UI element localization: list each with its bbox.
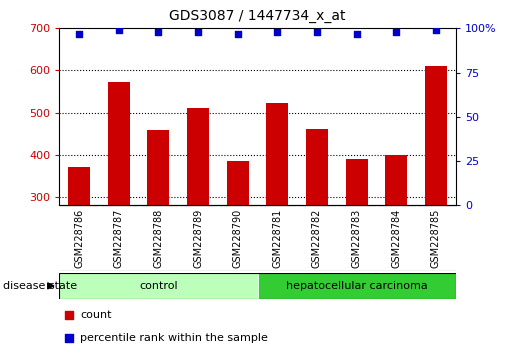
Bar — [147, 130, 169, 205]
Bar — [385, 155, 407, 205]
Bar — [68, 167, 90, 205]
Text: GSM228789: GSM228789 — [193, 209, 203, 268]
Bar — [346, 159, 368, 205]
Bar — [425, 66, 447, 205]
Bar — [227, 161, 249, 205]
Point — [194, 29, 202, 35]
Point — [392, 29, 401, 35]
Text: GSM228782: GSM228782 — [312, 209, 322, 268]
Text: control: control — [139, 281, 178, 291]
Point — [352, 31, 360, 36]
Bar — [306, 130, 328, 205]
Text: disease state: disease state — [3, 281, 77, 291]
Text: GSM228787: GSM228787 — [114, 209, 124, 268]
Bar — [59, 273, 258, 299]
Text: percentile rank within the sample: percentile rank within the sample — [80, 332, 268, 343]
Text: GSM228784: GSM228784 — [391, 209, 401, 268]
Point — [65, 312, 73, 318]
Point — [234, 31, 242, 36]
Point — [432, 27, 440, 33]
Point — [313, 29, 321, 35]
Text: GDS3087 / 1447734_x_at: GDS3087 / 1447734_x_at — [169, 9, 346, 23]
Text: count: count — [80, 310, 111, 320]
Bar — [187, 108, 209, 205]
Point — [65, 335, 73, 341]
Text: GSM228783: GSM228783 — [352, 209, 362, 268]
Bar — [266, 103, 288, 205]
Text: GSM228790: GSM228790 — [233, 209, 243, 268]
Point — [273, 29, 281, 35]
Text: hepatocellular carcinoma: hepatocellular carcinoma — [286, 281, 427, 291]
Point — [154, 29, 163, 35]
Point — [75, 31, 83, 36]
Text: GSM228785: GSM228785 — [431, 209, 441, 268]
Text: GSM228786: GSM228786 — [74, 209, 84, 268]
Point — [114, 27, 123, 33]
Bar — [108, 82, 130, 205]
Bar — [258, 273, 456, 299]
Text: GSM228788: GSM228788 — [153, 209, 163, 268]
Text: GSM228781: GSM228781 — [272, 209, 282, 268]
